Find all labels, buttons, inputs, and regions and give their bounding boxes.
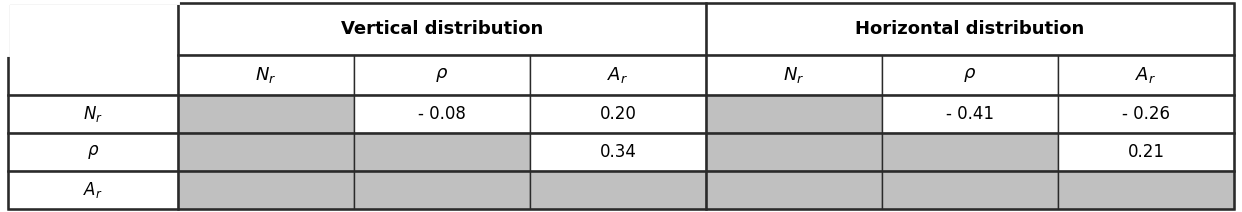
Bar	[1058, 171, 1235, 209]
Text: 0.34: 0.34	[600, 143, 636, 161]
Bar	[354, 55, 530, 95]
Bar	[530, 171, 705, 209]
Bar	[7, 133, 178, 171]
Text: $\rho$: $\rho$	[964, 66, 976, 84]
Bar	[354, 95, 530, 133]
Bar	[1058, 55, 1235, 95]
Text: $A_r$: $A_r$	[607, 65, 628, 85]
Text: $N_r$: $N_r$	[256, 65, 277, 85]
Bar	[178, 3, 705, 55]
Bar	[530, 95, 705, 133]
Bar	[705, 95, 882, 133]
Text: $A_r$: $A_r$	[83, 180, 103, 200]
Text: $N_r$: $N_r$	[784, 65, 805, 85]
Bar	[530, 55, 705, 95]
Bar	[178, 55, 354, 95]
Text: 0.21: 0.21	[1128, 143, 1165, 161]
Bar	[7, 95, 178, 133]
Bar	[882, 95, 1058, 133]
Text: $\rho$: $\rho$	[87, 143, 99, 161]
Text: - 0.08: - 0.08	[419, 105, 466, 123]
Text: Vertical distribution: Vertical distribution	[340, 20, 543, 38]
Bar	[354, 171, 530, 209]
Bar	[1058, 133, 1235, 171]
Bar	[882, 171, 1058, 209]
Bar	[178, 171, 354, 209]
Bar	[882, 133, 1058, 171]
Bar	[354, 133, 530, 171]
Bar	[705, 55, 882, 95]
Bar	[178, 95, 354, 133]
Text: $A_r$: $A_r$	[1135, 65, 1156, 85]
Bar	[882, 55, 1058, 95]
Bar	[530, 133, 705, 171]
Bar	[7, 3, 178, 95]
Bar	[705, 171, 882, 209]
Text: Horizontal distribution: Horizontal distribution	[856, 20, 1084, 38]
Bar	[178, 133, 354, 171]
Bar	[705, 3, 1235, 55]
Bar	[705, 133, 882, 171]
Text: - 0.26: - 0.26	[1122, 105, 1170, 123]
Bar	[7, 171, 178, 209]
Text: - 0.41: - 0.41	[946, 105, 994, 123]
Text: 0.20: 0.20	[600, 105, 636, 123]
Bar	[1058, 95, 1235, 133]
Text: $\rho$: $\rho$	[436, 66, 448, 84]
Text: $N_r$: $N_r$	[83, 104, 103, 124]
